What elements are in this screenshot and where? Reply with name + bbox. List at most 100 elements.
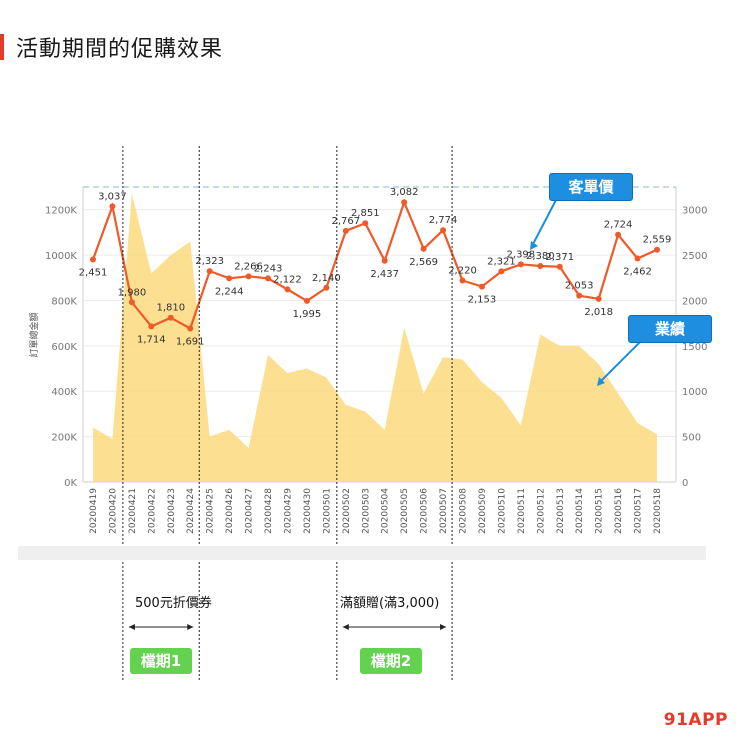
x-tick-label: 20200502 [342,488,352,534]
x-tick-label: 20200420 [108,488,118,534]
aov-point [537,262,544,269]
aov-data-label: 2,451 [79,268,108,279]
y-right-tick-label: 2500 [682,251,707,262]
aov-data-label: 2,398 [507,249,536,260]
revenue-callout-arrow [599,341,641,383]
arrowhead-right [440,624,447,630]
x-tick-label: 20200513 [556,488,566,534]
aov-data-label: 2,243 [254,263,283,274]
aov-line [91,199,658,331]
aov-data-label: 2,380 [526,251,555,262]
aov-point [440,227,447,234]
x-tick-label: 20200512 [536,488,546,534]
y-left-tick-label: 400K [51,387,77,398]
aov-data-label: 2,266 [234,261,263,272]
aov-callout: 客單價 [549,173,633,201]
aov-data-label: 2,774 [429,215,458,226]
campaign-1-label: 500元折價券 [135,596,212,611]
aov-point [498,268,505,275]
aov-data-label: 2,437 [370,269,399,280]
aov-data-label: 2,018 [584,307,613,318]
aov-data-label: 1,810 [156,303,185,314]
page-title: 活動期間的促購效果 [16,37,224,62]
aov-data-label: 2,244 [215,286,244,297]
campaign-2-badge: 檔期2 [360,648,422,674]
x-tick-label: 20200509 [478,488,488,534]
arrowhead-right [187,624,194,630]
aov-point [167,314,174,321]
revenue-callout: 業績 [628,315,712,343]
aov-data-label: 2,569 [409,257,438,268]
y-left-tick-label: 0K [64,478,77,489]
y-right-tick-label: 1500 [682,342,707,353]
x-tick-label: 20200427 [245,488,255,534]
aov-data-label: 2,053 [565,281,594,292]
y-right-tick-label: 500 [682,433,701,444]
aov-point [420,245,427,252]
brand-logo: 91APP [663,710,728,730]
x-tick-label: 20200516 [614,488,624,534]
aov-point [245,273,252,280]
campaign-1-badge: 檔期1 [130,648,192,674]
aov-point [148,323,155,330]
aov-point [265,275,272,282]
aov-data-label: 1,995 [293,309,322,320]
x-tick-label: 20200510 [497,488,507,534]
x-tick-label: 20200515 [595,488,605,534]
aov-point [362,220,369,227]
y-left-tick-label: 1000K [45,251,77,262]
x-tick-label: 20200428 [264,488,274,534]
aov-point [284,286,291,293]
aov-point [109,203,116,210]
aov-data-label: 2,371 [545,252,574,263]
aov-data-label: 2,851 [351,208,380,219]
y-left-tick-label: 600K [51,342,77,353]
aov-data-label: 1,980 [118,287,147,298]
x-tick-label: 20200505 [400,488,410,534]
x-tick-label: 20200430 [303,488,313,534]
campaign-2-label: 滿額贈(滿3,000) [340,596,440,611]
revenue-callout-arrowhead [597,377,605,386]
aov-point [128,299,135,306]
revenue-area [93,193,657,483]
aov-point [381,257,388,264]
x-tick-label: 20200506 [420,488,430,534]
aov-point [401,199,408,206]
x-tick-label: 20200425 [206,488,216,534]
aov-data-label: 1,691 [176,337,205,348]
aov-data-label: 2,122 [273,274,302,285]
aov-point [206,268,213,275]
x-tick-label: 20200511 [517,488,527,534]
aov-data-label: 1,714 [137,334,166,345]
x-tick-label: 20200424 [186,488,196,534]
y-left-tick-label: 800K [51,296,77,307]
y-right-tick-label: 0 [682,478,688,489]
aov-data-label: 2,321 [487,256,516,267]
x-tick-label: 20200503 [361,488,371,534]
aov-point [615,231,622,238]
aov-point [517,261,524,268]
x-tick-label: 20200501 [322,488,332,534]
aov-data-label: 2,153 [468,295,497,306]
aov-callout-arrowhead [530,241,538,250]
y-right-tick-label: 3000 [682,206,707,217]
y-right-tick-label: 1000 [682,387,707,398]
aov-point [90,256,96,263]
x-tick-label: 20200518 [653,488,663,534]
aov-point [323,284,330,291]
aov-data-label: 2,559 [643,235,672,246]
x-tick-label: 20200429 [283,488,293,534]
x-tick-label: 20200419 [89,488,99,534]
x-tick-label: 20200426 [225,488,235,534]
aov-point [226,275,233,282]
x-tick-label: 20200423 [167,488,177,534]
arrowhead-left [342,624,349,630]
aov-data-label: 3,082 [390,187,419,198]
aov-data-label: 2,220 [448,265,477,276]
aov-point [303,297,310,304]
y-left-tick-label: 1200K [45,206,77,217]
aov-point [459,277,466,284]
x-tick-label: 20200508 [459,488,469,534]
aov-data-label: 2,767 [332,216,361,227]
